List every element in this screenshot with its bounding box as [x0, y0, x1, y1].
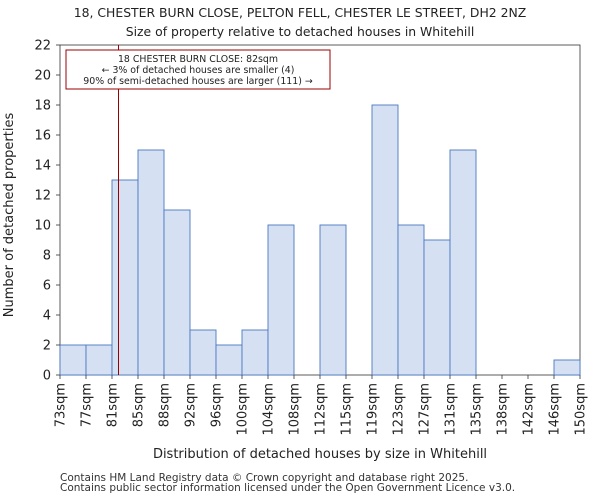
bar-85sqm	[137, 149, 165, 376]
y-tick-label: 6	[43, 279, 51, 294]
footer-line-1: Contains HM Land Registry data © Crown c…	[60, 472, 469, 484]
x-tick-label: 77sqm	[80, 383, 95, 427]
footer-attribution: Contains HM Land Registry data © Crown c…	[60, 472, 516, 494]
bar-96sqm	[215, 344, 243, 376]
x-tick-label: 81sqm	[106, 383, 121, 427]
y-tick-label: 4	[43, 309, 51, 324]
x-tick-label: 119sqm	[366, 383, 381, 436]
footer-line-2: Contains public sector information licen…	[60, 482, 516, 494]
x-axis-label: Distribution of detached houses by size …	[153, 447, 487, 462]
y-tick-label: 18	[34, 99, 51, 114]
chart-title-block: 18, CHESTER BURN CLOSE, PELTON FELL, CHE…	[0, 3, 600, 41]
y-axis-ticks: 0 2 4 6 8 10 12 14 16 18 20 22	[34, 39, 60, 384]
y-tick-label: 22	[34, 39, 51, 54]
bar-146sqm	[553, 359, 581, 376]
x-tick-label: 104sqm	[262, 383, 277, 436]
x-tick-label: 85sqm	[132, 383, 147, 427]
x-tick-label: 131sqm	[444, 383, 459, 436]
marker-annotation-line: ← 3% of detached houses are smaller (4)	[102, 65, 295, 76]
y-tick-label: 14	[34, 159, 51, 174]
x-tick-label: 150sqm	[574, 383, 589, 436]
y-tick-label: 0	[43, 369, 51, 384]
x-tick-label: 146sqm	[548, 383, 563, 436]
x-tick-label: 138sqm	[496, 383, 511, 436]
bar-100sqm	[241, 329, 269, 376]
x-tick-label: 127sqm	[418, 383, 433, 436]
y-tick-label: 2	[43, 339, 51, 354]
x-tick-label: 88sqm	[158, 383, 173, 427]
bars-group	[59, 104, 581, 376]
bar-81sqm	[111, 179, 139, 376]
chart-title: 18, CHESTER BURN CLOSE, PELTON FELL, CHE…	[73, 5, 527, 20]
bar-131sqm	[449, 149, 477, 376]
chart-subtitle: Size of property relative to detached ho…	[125, 24, 475, 39]
marker-annotation-box	[65, 49, 331, 90]
bar-127sqm	[423, 239, 451, 376]
bar-73sqm	[59, 344, 87, 376]
bar-104sqm	[267, 224, 295, 376]
y-tick-label: 12	[34, 189, 51, 204]
x-tick-label: 135sqm	[470, 383, 485, 436]
y-tick-label: 8	[43, 249, 51, 264]
x-tick-label: 108sqm	[288, 383, 303, 436]
bar-112sqm	[319, 224, 347, 376]
x-tick-label: 92sqm	[184, 383, 199, 427]
property-marker: 18 CHESTER BURN CLOSE: 82sqm← 3% of deta…	[65, 45, 331, 375]
x-tick-label: 142sqm	[522, 383, 537, 436]
bar-123sqm	[397, 224, 425, 376]
bar-77sqm	[85, 344, 113, 376]
y-axis-label: Number of detached properties	[2, 113, 17, 318]
x-axis-ticks: 73sqm 77sqm 81sqm 85sqm 88sqm 92sqm 96sqm 100sq…	[54, 375, 589, 436]
marker-annotation-line: 18 CHESTER BURN CLOSE: 82sqm	[118, 54, 278, 65]
y-tick-label: 20	[34, 69, 51, 84]
x-tick-label: 115sqm	[340, 383, 355, 436]
bar-92sqm	[189, 329, 217, 376]
x-tick-label: 123sqm	[392, 383, 407, 436]
x-tick-label: 96sqm	[210, 383, 225, 427]
x-tick-label: 112sqm	[314, 383, 329, 436]
x-tick-label: 100sqm	[236, 383, 251, 436]
bar-119sqm	[371, 104, 399, 376]
bar-88sqm	[163, 209, 191, 376]
x-tick-label: 73sqm	[54, 383, 69, 427]
y-tick-label: 16	[34, 129, 51, 144]
y-tick-label: 10	[34, 219, 51, 234]
marker-annotation-line: 90% of semi-detached houses are larger (…	[83, 76, 313, 87]
